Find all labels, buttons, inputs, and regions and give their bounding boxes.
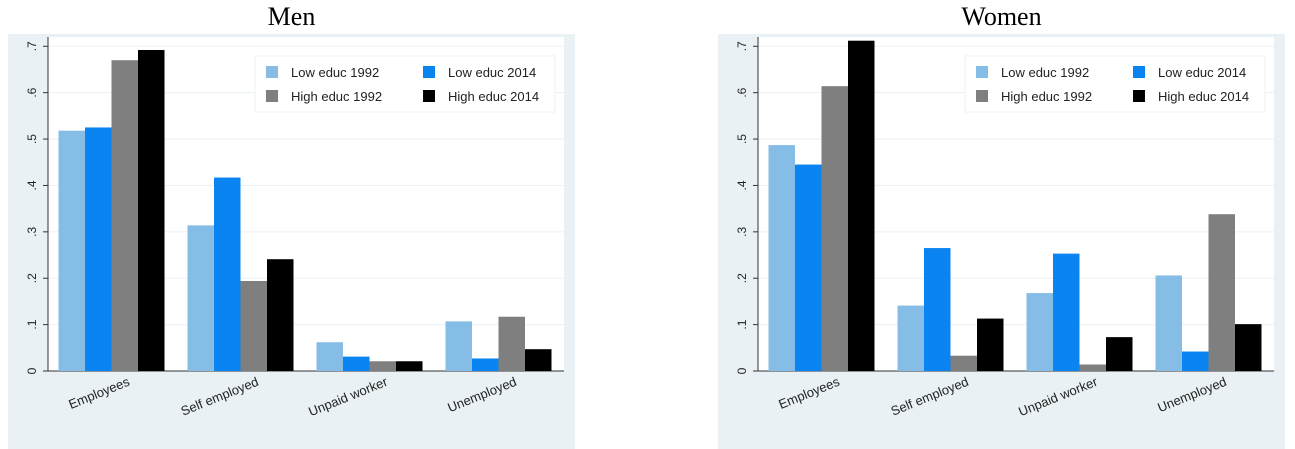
men-bar-chart: 0 .1 .2 .3 .4 .5 .6 .7 Employees Self employed Unp… bbox=[25, 37, 564, 420]
y-tick-label: .5 bbox=[735, 134, 749, 144]
y-tick-label: .6 bbox=[735, 87, 749, 97]
legend-label: High educ 1992 bbox=[1001, 89, 1092, 104]
chart-title: Women bbox=[961, 2, 1042, 31]
y-tick-label: .3 bbox=[25, 227, 39, 237]
legend-label: High educ 2014 bbox=[448, 89, 539, 104]
men-chart-panel: Men 0 .1 .2 .3 .4 .5 .6 .7 Employees Self employe… bbox=[8, 0, 575, 449]
bar bbox=[795, 164, 822, 371]
legend-label: Low educ 1992 bbox=[1001, 65, 1089, 80]
legend-swatch bbox=[1133, 90, 1145, 102]
bar bbox=[768, 145, 795, 371]
x-category-label: Self employed bbox=[889, 374, 971, 419]
legend bbox=[254, 55, 556, 113]
bar bbox=[1079, 364, 1106, 371]
x-category-label: Unemployed bbox=[1155, 374, 1228, 415]
legend-label: High educ 1992 bbox=[291, 89, 382, 104]
bar bbox=[897, 305, 924, 371]
bar bbox=[1182, 351, 1209, 371]
legend-swatch bbox=[976, 66, 988, 78]
x-category-label: Unpaid worker bbox=[306, 374, 390, 420]
legend-swatch bbox=[266, 90, 278, 102]
women-chart-panel: Women 0 .1 .2 .3 .4 .5 .6 .7 Employees Self emplo… bbox=[718, 0, 1285, 449]
y-tick-label: .5 bbox=[25, 134, 39, 144]
bar bbox=[316, 342, 343, 371]
legend-label: Low educ 2014 bbox=[448, 65, 536, 80]
y-tick-label: .1 bbox=[25, 319, 39, 329]
bar bbox=[821, 86, 848, 371]
bar bbox=[848, 40, 875, 371]
y-tick-label: .4 bbox=[25, 180, 39, 190]
bar bbox=[240, 281, 267, 371]
y-tick-label: 0 bbox=[25, 367, 39, 374]
bar bbox=[267, 259, 294, 371]
bar bbox=[343, 356, 370, 371]
bar bbox=[472, 358, 499, 371]
y-tick-label: .2 bbox=[25, 273, 39, 283]
legend-swatch bbox=[1133, 66, 1145, 78]
bar bbox=[950, 355, 977, 371]
bar bbox=[396, 361, 423, 371]
y-tick-label: .4 bbox=[735, 180, 749, 190]
legend-swatch bbox=[423, 66, 435, 78]
bar bbox=[1026, 293, 1053, 371]
bar bbox=[138, 49, 165, 371]
x-category-label: Unemployed bbox=[445, 374, 518, 415]
bar bbox=[369, 361, 396, 371]
y-tick-label: .7 bbox=[25, 41, 39, 51]
legend-label: Low educ 1992 bbox=[291, 65, 379, 80]
x-category-label: Unpaid worker bbox=[1016, 374, 1100, 420]
y-tick-label: .3 bbox=[735, 227, 749, 237]
bar bbox=[525, 349, 552, 371]
bar bbox=[214, 177, 241, 371]
bar bbox=[1106, 337, 1133, 371]
bar bbox=[58, 130, 85, 371]
bar bbox=[1235, 324, 1262, 371]
y-tick-label: 0 bbox=[735, 367, 749, 374]
legend-swatch bbox=[266, 66, 278, 78]
x-category-label: Self employed bbox=[179, 374, 261, 419]
legend bbox=[964, 55, 1266, 113]
bar bbox=[111, 60, 138, 371]
y-tick-label: .1 bbox=[735, 319, 749, 329]
legend-swatch bbox=[976, 90, 988, 102]
y-tick-label: .7 bbox=[735, 41, 749, 51]
y-tick-label: .2 bbox=[735, 273, 749, 283]
legend-swatch bbox=[423, 90, 435, 102]
legend-label: High educ 2014 bbox=[1158, 89, 1249, 104]
bar bbox=[924, 248, 951, 371]
y-tick-label: .6 bbox=[25, 87, 39, 97]
legend-label: Low educ 2014 bbox=[1158, 65, 1246, 80]
bar bbox=[187, 225, 214, 371]
bar bbox=[1053, 253, 1080, 371]
chart-title: Men bbox=[267, 2, 316, 31]
x-category-label: Employees bbox=[66, 374, 132, 412]
bar bbox=[498, 316, 525, 371]
bar bbox=[1155, 275, 1182, 371]
x-category-label: Employees bbox=[776, 374, 842, 412]
bar bbox=[445, 321, 472, 371]
women-bar-chart: 0 .1 .2 .3 .4 .5 .6 .7 Employees Self employed Unp… bbox=[735, 37, 1274, 420]
bar bbox=[1208, 214, 1235, 371]
bar bbox=[977, 318, 1004, 371]
bar bbox=[85, 127, 112, 371]
